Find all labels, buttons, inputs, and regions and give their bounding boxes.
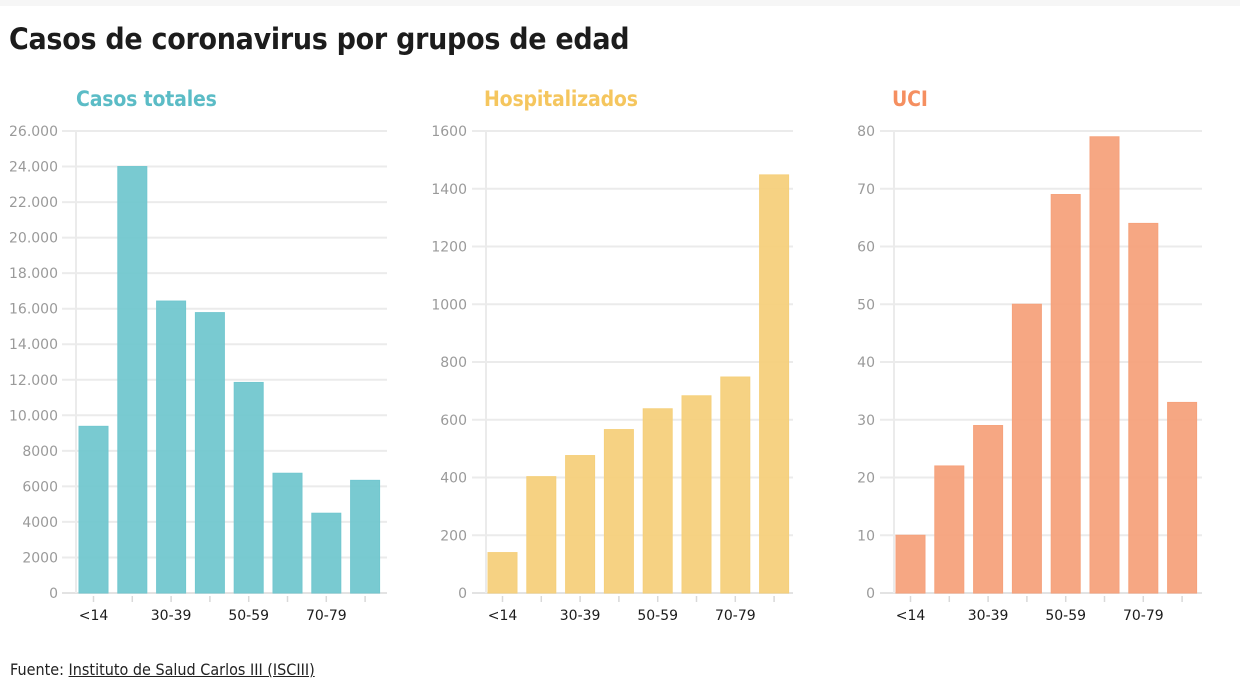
x-tick-label: <14 [488, 608, 518, 624]
y-tick-label: 18.000 [9, 266, 58, 282]
bar-80[interactable] [1167, 401, 1198, 594]
bar-7079[interactable] [720, 376, 751, 594]
y-tick-label: 6000 [22, 479, 58, 495]
bar-4049[interactable] [1011, 303, 1042, 594]
x-tick-label: <14 [79, 608, 109, 624]
top-strip [0, 0, 1240, 6]
bar-80[interactable] [759, 174, 790, 594]
y-tick-label: 26.000 [9, 124, 58, 140]
x-tick-label: 30-39 [151, 608, 192, 624]
x-tick-label: 50-59 [637, 608, 678, 624]
x-tick-label: 30-39 [968, 608, 1009, 624]
chart-uci: 0 10 20 30 40 50 60 70 80 <14 30-39 50-59 70-79 [857, 124, 1202, 624]
y-tick-label: 0 [49, 586, 58, 602]
y-tick-label: 2000 [22, 550, 58, 566]
y-tick-label: 60 [857, 240, 875, 256]
y-tick-label: 70 [857, 182, 875, 198]
bar-2029[interactable] [526, 476, 557, 594]
y-tick-label: 12.000 [9, 373, 58, 389]
bar-5059[interactable] [1050, 194, 1081, 594]
y-tick-label: 24.000 [9, 160, 58, 176]
y-tick-label: 200 [440, 528, 467, 544]
y-tick-label: 20 [857, 471, 875, 487]
y-tick-label: 10.000 [9, 408, 58, 424]
y-tick-label: 1400 [431, 182, 467, 198]
bar-3039[interactable] [156, 300, 187, 594]
bar-3039[interactable] [973, 425, 1004, 594]
y-tick-label: 1200 [431, 240, 467, 256]
chart-hospitalizados: 0 200 400 600 800 1000 1200 1400 1600 <14 30-39 50-… [431, 124, 793, 624]
chart-title-uci: UCI [892, 87, 928, 111]
bar-6069[interactable] [1089, 136, 1120, 594]
x-tick-label: 70-79 [306, 608, 347, 624]
bar-7079[interactable] [311, 512, 342, 594]
y-tick-label: 600 [440, 413, 467, 429]
bar-80[interactable] [350, 479, 381, 594]
y-tick-label: 80 [857, 124, 875, 140]
chart-title-casos-totales: Casos totales [76, 87, 217, 111]
x-tick-label: 70-79 [1123, 608, 1164, 624]
bar-14[interactable] [487, 552, 518, 594]
y-tick-label: 4000 [22, 515, 58, 531]
bar-2029[interactable] [934, 465, 965, 594]
bar-2029[interactable] [117, 166, 148, 594]
y-tick-label: 14.000 [9, 337, 58, 353]
bar-7079[interactable] [1128, 222, 1159, 594]
y-tick-label: 8000 [22, 444, 58, 460]
y-tick-label: 1000 [431, 297, 467, 313]
chart-title-hospitalizados: Hospitalizados [484, 87, 638, 111]
bar-3039[interactable] [565, 455, 596, 594]
bar-6069[interactable] [272, 472, 303, 594]
x-tick-label: 50-59 [1045, 608, 1086, 624]
source-link[interactable]: Instituto de Salud Carlos III (ISCIII) [68, 660, 315, 679]
x-tick-label: <14 [896, 608, 926, 624]
chart-casos-totales: 0 2000 4000 6000 8000 10.000 12.000 14.000 16.00… [9, 124, 387, 624]
y-tick-label: 50 [857, 297, 875, 313]
y-tick-label: 0 [458, 586, 467, 602]
bar-14[interactable] [78, 425, 109, 594]
x-tick-label: 30-39 [560, 608, 601, 624]
bar-6069[interactable] [681, 395, 712, 594]
y-tick-label: 0 [866, 586, 875, 602]
source-note: Fuente: Instituto de Salud Carlos III (I… [10, 660, 315, 679]
source-label: Fuente: [10, 660, 64, 679]
x-tick-label: 70-79 [715, 608, 756, 624]
y-tick-label: 22.000 [9, 195, 58, 211]
bar-4049[interactable] [603, 429, 634, 594]
y-tick-label: 20.000 [9, 231, 58, 247]
y-tick-label: 40 [857, 355, 875, 371]
page-title: Casos de coronavirus por grupos de edad [9, 22, 630, 56]
bar-5059[interactable] [642, 408, 673, 594]
x-tick-label: 50-59 [228, 608, 269, 624]
y-tick-label: 800 [440, 355, 467, 371]
y-tick-label: 10 [857, 528, 875, 544]
y-tick-label: 30 [857, 413, 875, 429]
bar-14[interactable] [895, 534, 926, 594]
bar-4049[interactable] [194, 312, 225, 594]
bar-5059[interactable] [233, 381, 264, 594]
y-tick-label: 400 [440, 471, 467, 487]
y-tick-label: 1600 [431, 124, 467, 140]
y-tick-label: 16.000 [9, 302, 58, 318]
